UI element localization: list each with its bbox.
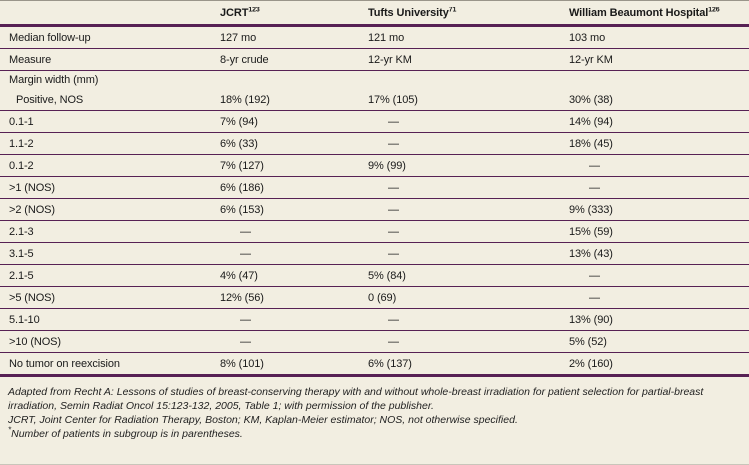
- table-row: >10 (NOS) — — 5% (52): [0, 331, 749, 353]
- footnote-note: *Number of patients in subgroup is in pa…: [8, 425, 739, 441]
- cell-tufts: —: [388, 137, 399, 150]
- row-label: 1.1-2: [9, 137, 34, 150]
- cell-beaumont: —: [589, 159, 600, 172]
- column-header-label: JCRT: [220, 6, 249, 19]
- table-row: 2.1-3 — — 15% (59): [0, 221, 749, 243]
- cell-tufts: —: [388, 247, 399, 260]
- footnote-asterisk: *: [8, 425, 12, 435]
- cell-beaumont: 12-yr KM: [569, 53, 613, 66]
- row-label: Margin width (mm): [9, 74, 99, 86]
- table-header-row: JCRT123 Tufts University71 William Beaum…: [0, 1, 749, 27]
- cell-jcrt: 6% (33): [220, 137, 258, 150]
- cell-jcrt: 7% (94): [220, 115, 258, 128]
- cell-tufts: —: [388, 225, 399, 238]
- cell-jcrt: 6% (153): [220, 203, 264, 216]
- row-label: 2.1-5: [9, 269, 34, 282]
- cell-jcrt: 8-yr crude: [220, 53, 269, 66]
- row-label: Median follow-up: [9, 31, 91, 44]
- cell-jcrt: —: [240, 335, 251, 348]
- column-header-beaumont: William Beaumont Hospital126: [567, 7, 749, 19]
- column-header-label: William Beaumont Hospital: [569, 6, 709, 19]
- row-label: >1 (NOS): [9, 181, 55, 194]
- table-row: 1.1-2 6% (33) — 18% (45): [0, 133, 749, 155]
- cell-beaumont: 9% (333): [569, 203, 613, 216]
- cell-jcrt: 7% (127): [220, 159, 264, 172]
- column-header-label: Tufts University: [368, 6, 449, 19]
- footnote-abbreviations: JCRT, Joint Center for Radiation Therapy…: [8, 414, 518, 426]
- row-label: Positive, NOS: [16, 93, 84, 106]
- cell-jcrt: 4% (47): [220, 269, 258, 282]
- cell-beaumont: 14% (94): [569, 115, 613, 128]
- reference-superscript: 126: [708, 6, 720, 13]
- table-row: No tumor on reexcision 8% (101) 6% (137)…: [0, 353, 749, 377]
- outcomes-table: JCRT123 Tufts University71 William Beaum…: [0, 1, 749, 377]
- table-row: >5 (NOS) 12% (56) 0 (69) —: [0, 287, 749, 309]
- table-row: >2 (NOS) 6% (153) — 9% (333): [0, 199, 749, 221]
- reference-superscript: 123: [248, 6, 260, 13]
- table-body: Median follow-up 127 mo 121 mo 103 mo Me…: [0, 27, 749, 377]
- cell-beaumont: —: [589, 181, 600, 194]
- row-label: 0.1-2: [9, 159, 34, 172]
- row-label: 5.1-10: [9, 313, 40, 326]
- footnotes: Adapted from Recht A: Lessons of studies…: [0, 377, 749, 441]
- row-label: No tumor on reexcision: [9, 357, 120, 370]
- table-row: Positive, NOS 18% (192) 17% (105) 30% (3…: [0, 89, 749, 111]
- cell-jcrt: 6% (186): [220, 181, 264, 194]
- table-row: 2.1-5 4% (47) 5% (84) —: [0, 265, 749, 287]
- cell-jcrt: 18% (192): [220, 93, 270, 106]
- cell-tufts: —: [388, 335, 399, 348]
- cell-beaumont: 13% (90): [569, 313, 613, 326]
- reference-superscript: 71: [448, 6, 457, 13]
- row-label: Measure: [9, 53, 52, 66]
- cell-tufts: 0 (69): [368, 291, 397, 304]
- table-row: 5.1-10 — — 13% (90): [0, 309, 749, 331]
- cell-tufts: 121 mo: [368, 31, 405, 44]
- cell-tufts: —: [388, 313, 399, 326]
- table-row: 0.1-2 7% (127) 9% (99) —: [0, 155, 749, 177]
- cell-tufts: —: [388, 181, 399, 194]
- cell-beaumont: 18% (45): [569, 137, 613, 150]
- cell-jcrt: —: [240, 225, 251, 238]
- cell-beaumont: 5% (52): [569, 335, 607, 348]
- row-label: >5 (NOS): [9, 291, 55, 304]
- cell-jcrt: 12% (56): [220, 291, 264, 304]
- table-row: 3.1-5 — — 13% (43): [0, 243, 749, 265]
- footnote-source: Adapted from Recht A: Lessons of studies…: [8, 386, 704, 412]
- cell-beaumont: —: [589, 269, 600, 282]
- cell-tufts: 12-yr KM: [368, 53, 412, 66]
- cell-tufts: 5% (84): [368, 269, 406, 282]
- table-row: Measure 8-yr crude 12-yr KM 12-yr KM: [0, 49, 749, 71]
- cell-beaumont: —: [589, 291, 600, 304]
- table-row: >1 (NOS) 6% (186) — —: [0, 177, 749, 199]
- table-row: Median follow-up 127 mo 121 mo 103 mo: [0, 27, 749, 49]
- cell-jcrt: 127 mo: [220, 31, 257, 44]
- cell-beaumont: 103 mo: [569, 31, 606, 44]
- column-header-tufts: Tufts University71: [366, 7, 567, 19]
- row-label: 2.1-3: [9, 225, 34, 238]
- cell-tufts: 6% (137): [368, 357, 412, 370]
- row-label: >10 (NOS): [9, 335, 61, 348]
- cell-beaumont: 13% (43): [569, 247, 613, 260]
- cell-tufts: —: [388, 203, 399, 216]
- cell-beaumont: 30% (38): [569, 93, 613, 106]
- table-row: Margin width (mm): [0, 71, 749, 89]
- footnote-note-text: Number of patients in subgroup is in par…: [11, 428, 243, 440]
- cell-tufts: 9% (99): [368, 159, 406, 172]
- row-label: >2 (NOS): [9, 203, 55, 216]
- cell-beaumont: 15% (59): [569, 225, 613, 238]
- cell-tufts: —: [388, 115, 399, 128]
- cell-jcrt: —: [240, 313, 251, 326]
- table-row: 0.1-1 7% (94) — 14% (94): [0, 111, 749, 133]
- cell-tufts: 17% (105): [368, 93, 418, 106]
- row-label: 0.1-1: [9, 115, 34, 128]
- cell-jcrt: —: [240, 247, 251, 260]
- column-header-jcrt: JCRT123: [218, 7, 366, 19]
- row-label: 3.1-5: [9, 247, 34, 260]
- cell-beaumont: 2% (160): [569, 357, 613, 370]
- cell-jcrt: 8% (101): [220, 357, 264, 370]
